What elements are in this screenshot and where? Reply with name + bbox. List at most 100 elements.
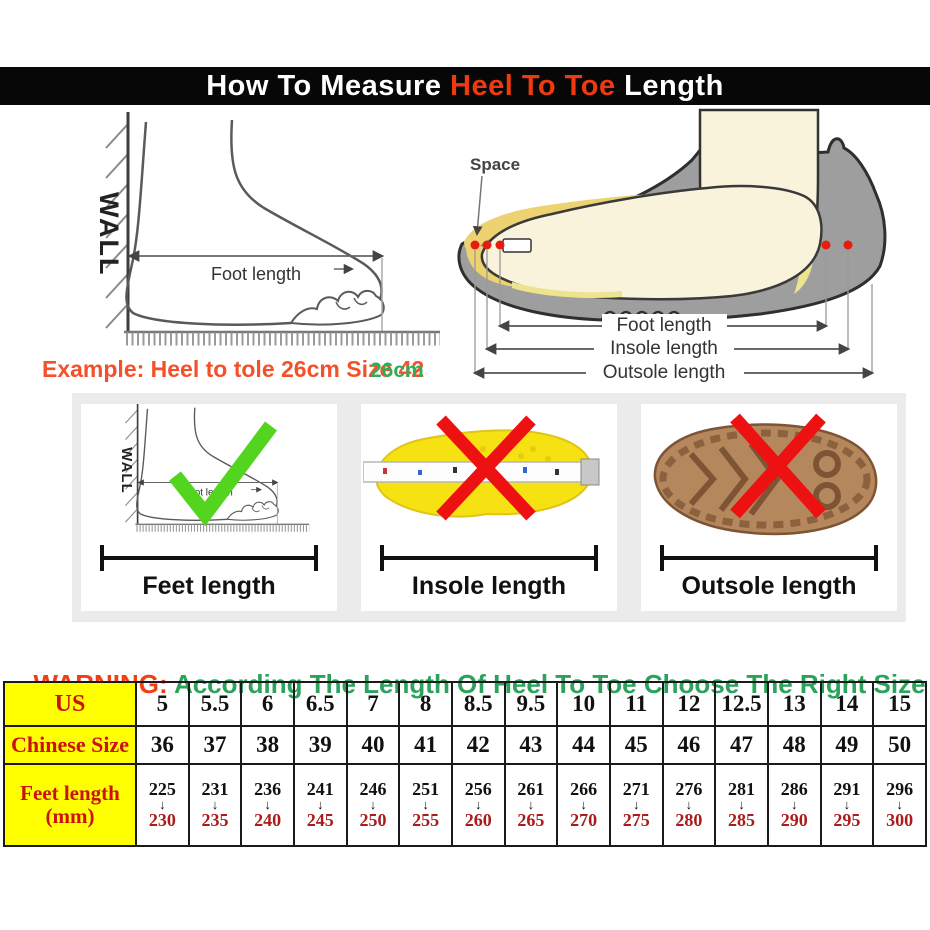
- cn-size: 50: [872, 725, 927, 765]
- us-size: 13: [766, 681, 822, 727]
- row-header-chinese: Chinese Size: [3, 725, 137, 765]
- feet-range: 231 ↓ 235: [187, 763, 243, 847]
- insole-length-label: Insole length: [610, 338, 718, 359]
- insole-front-sliver: [512, 282, 622, 298]
- us-size: 6.5: [292, 681, 348, 727]
- cn-size: 41: [398, 725, 453, 765]
- feet-range: 276 ↓ 280: [661, 763, 717, 847]
- down-arrow-icon: ↓: [317, 797, 324, 813]
- cn-size: 42: [450, 725, 506, 765]
- cn-size: 49: [819, 725, 875, 765]
- table-row-chinese: Chinese Size 36 37 38 39 40 41 42 43 44 …: [3, 725, 927, 765]
- foot-inside-shoe: [480, 184, 823, 301]
- cn-size: 45: [608, 725, 664, 765]
- cn-size: 43: [503, 725, 559, 765]
- us-size: 15: [872, 681, 927, 727]
- feet-range: 256 ↓ 260: [450, 763, 506, 847]
- outsole-art: [653, 413, 878, 536]
- row-header-us: US: [3, 681, 137, 727]
- insole-length-caption: Insole length: [411, 572, 567, 600]
- example-text: Example: Heel to tole 26cm Size 42: [42, 356, 425, 382]
- cn-size: 47: [714, 725, 769, 765]
- cn-size: 46: [661, 725, 717, 765]
- feet-range: 261 ↓ 265: [503, 763, 559, 847]
- foot-length-label: Foot length: [616, 315, 711, 336]
- feet-range: 266 ↓ 270: [556, 763, 611, 847]
- us-size: 8: [398, 681, 453, 727]
- cn-size: 37: [187, 725, 243, 765]
- feet-range: 246 ↓ 250: [345, 763, 401, 847]
- size-table: US 5 5.5 6 6.5 7 8 8.5 9.5 10 11 12 12.5…: [3, 681, 927, 847]
- measure-bracket: [100, 545, 318, 571]
- title-post: Length: [615, 69, 724, 102]
- measure-point-dots: [470, 240, 853, 250]
- down-arrow-icon: ↓: [264, 797, 271, 813]
- down-arrow-icon: ↓: [896, 797, 903, 813]
- down-arrow-icon: ↓: [422, 797, 429, 813]
- cn-size: 44: [556, 725, 611, 765]
- outsole-lugs: [659, 429, 871, 529]
- cn-size: 38: [240, 725, 295, 765]
- feet-range: 281 ↓ 285: [714, 763, 769, 847]
- us-size: 12: [661, 681, 717, 727]
- down-arrow-icon: ↓: [527, 797, 535, 813]
- table-row-us: US 5 5.5 6 6.5 7 8 8.5 9.5 10 11 12 12.5…: [3, 681, 927, 727]
- method-card-insole: Insole length: [361, 404, 617, 611]
- row-header-feet: Feet length (mm): [3, 763, 137, 847]
- shoe-cross-section-diagram: Space Foot length Insole length Outsole …: [457, 108, 887, 383]
- label-bg: [586, 361, 744, 383]
- down-arrow-icon: ↓: [632, 797, 640, 813]
- us-size: 7: [345, 681, 401, 727]
- down-arrow-icon: ↓: [790, 797, 798, 813]
- foot-measure-diagram: WALL Foot length: [36, 106, 448, 358]
- title-highlight: Heel To Toe: [450, 69, 616, 102]
- feet-range: 291 ↓ 295: [819, 763, 875, 847]
- space-label: Space: [470, 155, 520, 174]
- feet-range: 236 ↓ 240: [240, 763, 295, 847]
- method-card-feet: Feet length: [81, 404, 337, 611]
- us-size: 8.5: [450, 681, 506, 727]
- down-arrow-icon: ↓: [685, 797, 693, 813]
- cn-size: 36: [135, 725, 190, 765]
- feet-length-art: [83, 404, 335, 544]
- down-arrow-icon: ↓: [580, 797, 587, 813]
- page-title: How To Measure Heel To Toe Length: [0, 67, 930, 105]
- us-size: 12.5: [714, 681, 769, 727]
- outsole-tread: [688, 442, 841, 516]
- down-arrow-icon: ↓: [738, 797, 745, 813]
- cn-size: 48: [766, 725, 822, 765]
- x-mark-icon: [436, 415, 536, 521]
- feet-range: 286 ↓ 290: [766, 763, 822, 847]
- cn-size: 39: [292, 725, 348, 765]
- outsole-length-label: Outsole length: [603, 362, 726, 383]
- check-mark-icon: [169, 421, 277, 527]
- down-arrow-icon: ↓: [159, 797, 166, 813]
- title-pre: How To Measure: [206, 69, 451, 102]
- feet-range: 296 ↓ 300: [872, 763, 927, 847]
- feet-header-line1: Feet length: [20, 780, 120, 805]
- down-arrow-icon: ↓: [843, 797, 851, 813]
- us-size: 9.5: [503, 681, 559, 727]
- outsole-length-caption: Outsole length: [681, 572, 857, 600]
- us-size: 5: [135, 681, 190, 727]
- tape-end-tab: [580, 458, 600, 486]
- method-card-outsole: Outsole length: [641, 404, 897, 611]
- feet-header-line2: (mm): [45, 804, 95, 828]
- us-size: 10: [556, 681, 611, 727]
- table-row-feet-length: Feet length (mm) 225 ↓ 230 231 ↓ 235 236 ↓ 240…: [3, 763, 927, 847]
- label-bg: [594, 337, 734, 359]
- cn-size: 40: [345, 725, 401, 765]
- label-bg: [602, 314, 727, 336]
- us-size: 14: [819, 681, 875, 727]
- insole-art: [363, 415, 600, 521]
- us-size: 5.5: [187, 681, 243, 727]
- measure-bracket: [380, 545, 598, 571]
- down-arrow-icon: ↓: [475, 797, 482, 813]
- feet-range: 251 ↓ 255: [398, 763, 453, 847]
- feet-range: 271 ↓ 275: [608, 763, 664, 847]
- guide-lines: [474, 250, 873, 373]
- down-arrow-icon: ↓: [211, 797, 219, 813]
- feet-length-caption: Feet length: [142, 572, 276, 600]
- toe-space-box: [502, 238, 532, 253]
